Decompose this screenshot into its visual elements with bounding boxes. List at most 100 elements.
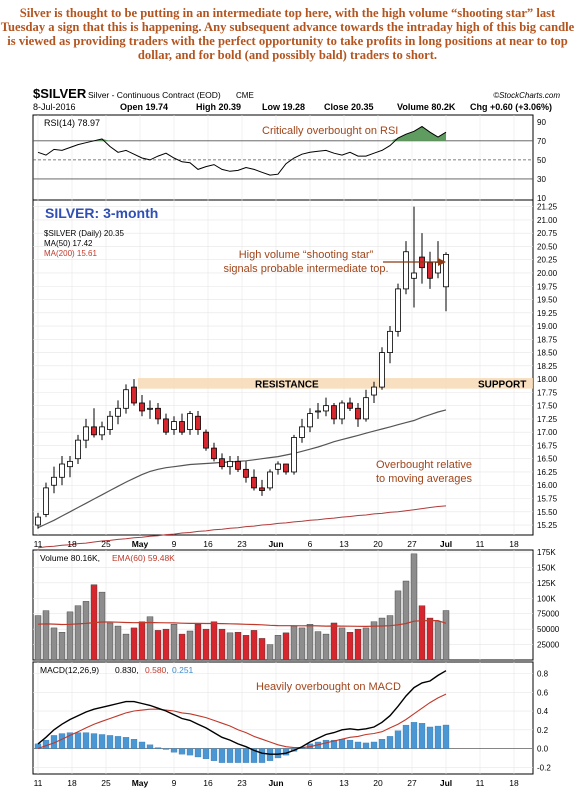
macd-histogram-bar [362,742,370,749]
candle-body [163,418,169,433]
volume-bar [178,633,186,661]
price-tick-label: 21.00 [537,216,558,225]
volume-bar [274,635,282,661]
price-tick-label: 16.25 [537,468,558,477]
commentary-text: Silver is thought to be putting in an in… [0,6,575,62]
macd-legend-histogram: 0.251 [172,665,194,675]
candle-body [283,463,289,473]
stat-open: Open 19.74 [120,102,168,112]
x-tick-label: 13 [339,539,349,549]
x-tick-label-bottom: Jul [440,778,452,788]
candle-body [235,460,241,470]
candle-body [395,288,401,332]
volume-bar [338,627,346,661]
candle-body [115,407,121,417]
macd-tick-label: 0.0 [537,745,549,754]
macd-histogram-bar [42,739,50,749]
price-tick-label: 18.00 [537,375,558,384]
stockcharts-watermark: ©StockCharts.com [493,91,560,100]
macd-histogram-bar [354,741,362,749]
rsi-overbought-fill [390,126,446,141]
candle-body [259,487,265,491]
candle-body [427,261,433,279]
candle-body [43,487,49,515]
volume-bar [74,605,82,661]
candle-body [75,439,81,460]
rsi-tick-label: 50 [537,156,546,165]
price-tick-label: 20.00 [537,269,558,278]
x-tick-label-bottom: 11 [476,778,485,788]
macd-signal-line [37,693,447,750]
rsi-panel [32,114,534,201]
macd-histogram-bar [66,732,74,749]
volume-bar [98,591,106,661]
macd-histogram-bar [130,739,138,749]
candle-body [267,471,273,489]
x-tick-label: Jul [440,539,452,549]
volume-bar [226,632,234,661]
price-tick-label: 19.00 [537,322,558,331]
rsi-legend: RSI(14) 78.97 [44,118,100,128]
macd-histogram-bar [106,735,114,749]
volume-bar [210,621,218,661]
candle-body [307,413,313,428]
volume-bar [434,621,442,661]
x-tick-label: 27 [407,539,417,549]
chart-date: 8-Jul-2016 [33,102,76,112]
volume-bar [354,628,362,661]
macd-grid: 0.8 0.6 0.4 0.2 0.0 -0.2 [33,670,551,772]
candle-body [299,426,305,438]
x-tick-label-bottom: 20 [373,778,383,788]
candle-body [67,460,73,468]
x-tick-label: May [132,539,149,549]
price-tick-label: 16.75 [537,441,558,450]
macd-histogram-bar [242,748,250,763]
macd-histogram-bar [402,724,410,749]
x-tick-label-bottom: 18 [509,778,519,788]
candle-body [411,272,417,279]
price-tick-label: 18.50 [537,349,558,358]
chart-instrument-name: Silver - Continuous Contract (EOD) [88,90,221,100]
price-tick-label: 15.75 [537,495,558,504]
chart-exchange: CME [236,91,254,100]
candle-body [323,405,329,412]
candle-body [379,352,385,388]
resistance-label: RESISTANCE [255,379,319,390]
macd-tick-label: 0.2 [537,726,549,735]
price-tick-label: 16.00 [537,481,558,490]
price-legend-main: $SILVER (Daily) 20.35 [44,229,124,238]
macd-histogram-bar [114,736,122,749]
macd-histogram-bar [410,722,418,749]
macd-histogram-bar [442,724,450,749]
candle-body [315,410,321,413]
macd-histogram-bar [338,739,346,749]
x-tick-label: 11 [476,539,485,549]
candle-body [83,426,89,441]
macd-histogram-bar [90,733,98,749]
x-tick-label-bottom: May [132,778,149,788]
volume-bar [242,635,250,661]
macd-line [37,670,447,755]
x-tick-label: 16 [203,539,213,549]
price-tick-label: 18.75 [537,335,558,344]
candle-body [211,447,217,460]
macd-histogram-bar [98,734,106,749]
volume-tick-label: 150K [537,563,556,572]
volume-bar [106,622,114,661]
candle-body [275,463,281,470]
x-tick-label: 9 [172,539,177,549]
stat-change: Chg +0.60 (+3.06%) [470,102,552,112]
volume-bar [378,617,386,661]
macd-histogram-bar [202,748,210,760]
candle-body [59,463,65,478]
candle-body [139,402,145,412]
candle-body [339,402,345,420]
volume-bar [82,601,90,661]
volume-bar [362,627,370,661]
candle-body [99,426,105,436]
volume-bar [442,610,450,661]
volume-bar [418,605,426,661]
stat-high: High 20.39 [196,102,241,112]
macd-histogram-bar [138,741,146,749]
